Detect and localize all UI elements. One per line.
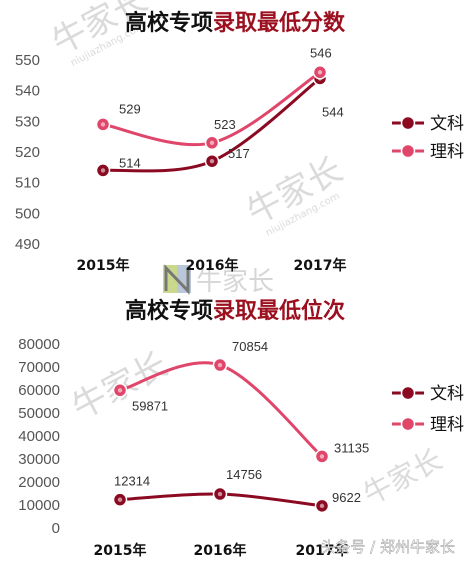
- legend-marker: [400, 143, 416, 159]
- y-tick-label: 530: [15, 113, 40, 130]
- title-part1: 高校专项: [125, 10, 213, 36]
- x-tick-label: 2016年: [186, 257, 239, 274]
- plot-area: 514 517 544 529 523 546: [95, 45, 344, 178]
- data-label: 12314: [114, 474, 150, 489]
- x-axis: 2015年 2016年 2017年: [94, 542, 349, 559]
- y-tick-label: 60000: [18, 382, 60, 399]
- y-tick-label: 70000: [18, 359, 60, 376]
- y-tick-label: 510: [15, 175, 40, 192]
- legend-label: 理科: [430, 142, 464, 162]
- data-point-highlight: [217, 362, 223, 368]
- data-label: 517: [228, 146, 250, 161]
- data-label: 544: [322, 104, 344, 119]
- legend-label: 文科: [430, 384, 464, 404]
- title-part2: 录取最低分数: [213, 10, 346, 36]
- data-point-highlight: [209, 140, 215, 145]
- chart-title: 高校专项录取最低位次: [125, 298, 345, 324]
- x-tick-label: 2017年: [294, 257, 347, 274]
- x-tick-label: 2015年: [94, 542, 147, 559]
- y-tick-label: 40000: [18, 428, 60, 445]
- data-label: 529: [119, 101, 141, 116]
- x-tick-label: 2015年: [77, 257, 130, 274]
- data-label: 59871: [132, 398, 168, 413]
- plot-area: 12314 14756 9622 59871 70854 31135: [112, 339, 369, 514]
- y-tick-label: 30000: [18, 451, 60, 468]
- legend-marker: [400, 385, 416, 401]
- footer-source: 头条号 / 郑州牛家长: [320, 538, 455, 556]
- data-label: 31135: [334, 440, 369, 455]
- y-tick-label: 540: [15, 83, 40, 100]
- y-tick-label: 0: [52, 520, 60, 537]
- y-axis: 0 10000 20000 30000 40000 50000 60000 70000 8000…: [18, 336, 60, 537]
- y-tick-label: 500: [15, 205, 40, 222]
- y-tick-label: 50000: [18, 405, 60, 422]
- data-point-highlight: [209, 159, 215, 164]
- data-label: 14756: [226, 467, 262, 482]
- data-label: 9622: [332, 490, 361, 505]
- y-tick-label: 490: [15, 236, 40, 253]
- y-tick-label: 10000: [18, 497, 60, 514]
- x-tick-label: 2016年: [194, 542, 247, 559]
- y-tick-label: 80000: [18, 336, 60, 353]
- data-point-highlight: [100, 122, 106, 127]
- x-tick-label: 2017年: [296, 542, 349, 559]
- data-label: 546: [310, 45, 332, 60]
- watermark-brand: 牛家长: [358, 443, 448, 512]
- brand-logo: 牛家长: [163, 264, 274, 297]
- y-axis: 490 500 510 520 530 540 550: [15, 52, 40, 253]
- data-label: 70854: [232, 339, 268, 354]
- data-label: 514: [119, 155, 141, 170]
- legend-label: 理科: [430, 415, 464, 435]
- y-tick-label: 550: [15, 52, 40, 69]
- chart-title: 高校专项录取最低分数: [125, 10, 346, 36]
- watermark-layer: 牛家长 niujiazhang.com 牛家长 niujiazhang.com …: [45, 0, 447, 511]
- data-point-highlight: [319, 503, 325, 509]
- title-part1: 高校专项: [125, 298, 213, 324]
- data-point-highlight: [117, 497, 123, 502]
- legend-label: 文科: [430, 114, 464, 134]
- title-part2: 录取最低位次: [213, 298, 345, 324]
- data-point-highlight: [217, 491, 223, 497]
- chart-min-rank: 高校专项录取最低位次 0 10000 20000 30000 40000 50000 600…: [18, 298, 464, 559]
- x-axis: 2015年 2016年 2017年: [77, 257, 347, 274]
- legend-marker: [400, 416, 416, 432]
- logo-brand-text: 牛家长: [196, 267, 274, 297]
- data-point-highlight: [117, 388, 123, 393]
- y-tick-label: 20000: [18, 474, 60, 491]
- logo-n-mark: [164, 264, 190, 295]
- y-tick-label: 520: [15, 144, 40, 161]
- data-label: 523: [214, 117, 236, 132]
- data-point-highlight: [319, 454, 325, 459]
- data-point-highlight: [317, 70, 323, 75]
- data-point-highlight: [100, 168, 106, 173]
- legend-marker: [400, 115, 416, 131]
